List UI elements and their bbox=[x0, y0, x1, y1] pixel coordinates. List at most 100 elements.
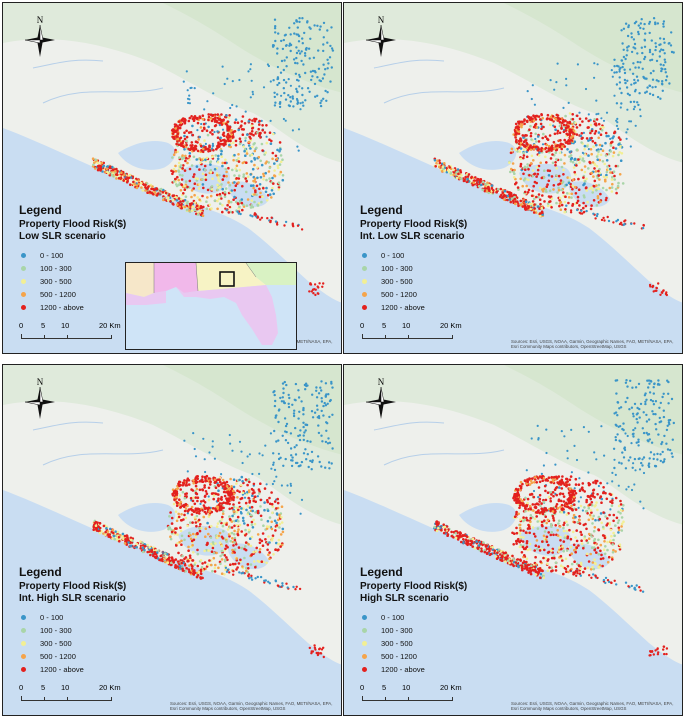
property-point bbox=[322, 97, 325, 101]
property-point bbox=[529, 124, 532, 128]
property-point bbox=[648, 22, 651, 25]
property-point bbox=[191, 489, 195, 492]
property-point bbox=[257, 127, 260, 131]
property-point bbox=[221, 191, 225, 195]
property-point bbox=[200, 500, 203, 503]
property-point bbox=[545, 150, 548, 153]
property-point bbox=[566, 449, 569, 452]
property-point bbox=[593, 526, 597, 529]
legend-label: 300 - 500 bbox=[40, 639, 72, 648]
property-point bbox=[604, 141, 607, 145]
property-point bbox=[562, 495, 566, 498]
property-point bbox=[224, 139, 228, 143]
property-point bbox=[306, 453, 309, 456]
property-point bbox=[175, 501, 179, 505]
property-point bbox=[651, 93, 655, 97]
property-point bbox=[191, 559, 195, 562]
property-point bbox=[618, 87, 622, 90]
property-point bbox=[600, 129, 604, 132]
property-point bbox=[528, 202, 532, 206]
property-point bbox=[588, 161, 592, 164]
property-point bbox=[159, 187, 163, 191]
property-point bbox=[665, 442, 668, 445]
property-point bbox=[168, 559, 172, 563]
locator-inset bbox=[125, 262, 297, 350]
property-point bbox=[217, 179, 220, 182]
property-point bbox=[546, 204, 550, 208]
forest-area-north bbox=[163, 3, 341, 93]
property-point bbox=[139, 540, 142, 543]
property-point bbox=[611, 480, 614, 483]
property-point bbox=[611, 558, 614, 561]
property-point bbox=[186, 200, 189, 204]
property-point bbox=[266, 498, 269, 502]
property-point bbox=[209, 113, 213, 116]
property-point bbox=[537, 115, 541, 118]
property-point bbox=[663, 434, 666, 438]
property-point bbox=[302, 408, 305, 412]
property-point bbox=[614, 423, 617, 426]
property-point bbox=[662, 64, 665, 67]
property-point bbox=[228, 143, 231, 147]
property-point bbox=[589, 207, 593, 211]
property-point bbox=[271, 482, 274, 486]
property-point bbox=[195, 511, 199, 515]
property-point bbox=[224, 568, 227, 571]
property-point bbox=[198, 480, 202, 483]
property-point bbox=[192, 509, 195, 512]
property-point bbox=[612, 538, 615, 542]
property-point bbox=[640, 18, 643, 21]
property-point bbox=[292, 225, 295, 228]
property-point bbox=[231, 562, 235, 566]
property-point bbox=[200, 148, 203, 152]
property-point bbox=[231, 514, 234, 518]
property-point bbox=[201, 480, 205, 483]
property-point bbox=[260, 518, 263, 521]
property-point bbox=[522, 536, 525, 539]
property-point bbox=[533, 207, 536, 210]
property-point bbox=[179, 506, 182, 509]
property-point bbox=[302, 421, 305, 424]
scale-label: 5 bbox=[41, 683, 46, 692]
property-point bbox=[274, 39, 277, 43]
property-point bbox=[547, 495, 551, 499]
property-point bbox=[539, 161, 542, 165]
property-point bbox=[522, 156, 525, 160]
property-point bbox=[318, 28, 321, 31]
property-point bbox=[589, 509, 593, 512]
property-point bbox=[194, 507, 198, 510]
property-point bbox=[551, 115, 555, 118]
property-point bbox=[291, 129, 294, 132]
property-point bbox=[589, 123, 593, 127]
property-point bbox=[310, 78, 313, 82]
property-point bbox=[175, 487, 179, 491]
property-point bbox=[122, 537, 125, 541]
property-point bbox=[529, 132, 533, 135]
property-point bbox=[244, 136, 247, 140]
property-point bbox=[543, 530, 547, 533]
scale-line bbox=[21, 334, 112, 339]
property-point bbox=[290, 464, 294, 468]
property-point bbox=[513, 172, 516, 175]
property-point bbox=[183, 120, 187, 123]
legend-item: 300 - 500 bbox=[360, 275, 510, 288]
property-point bbox=[174, 564, 177, 567]
property-point bbox=[322, 43, 325, 46]
property-point bbox=[443, 162, 446, 165]
property-point bbox=[545, 185, 549, 188]
property-point bbox=[632, 462, 635, 465]
legend: Legend Property Flood Risk($) Int. High … bbox=[19, 565, 169, 676]
property-point bbox=[536, 547, 539, 551]
property-point bbox=[211, 142, 214, 145]
property-point bbox=[542, 556, 545, 560]
legend-item: 300 - 500 bbox=[19, 275, 169, 288]
property-point bbox=[253, 193, 256, 196]
property-point bbox=[278, 408, 281, 411]
property-point bbox=[249, 63, 252, 66]
property-point bbox=[235, 557, 239, 560]
property-point bbox=[558, 151, 562, 155]
property-point bbox=[277, 538, 281, 542]
property-point bbox=[637, 440, 640, 444]
property-point bbox=[225, 209, 228, 212]
property-point bbox=[246, 455, 249, 458]
